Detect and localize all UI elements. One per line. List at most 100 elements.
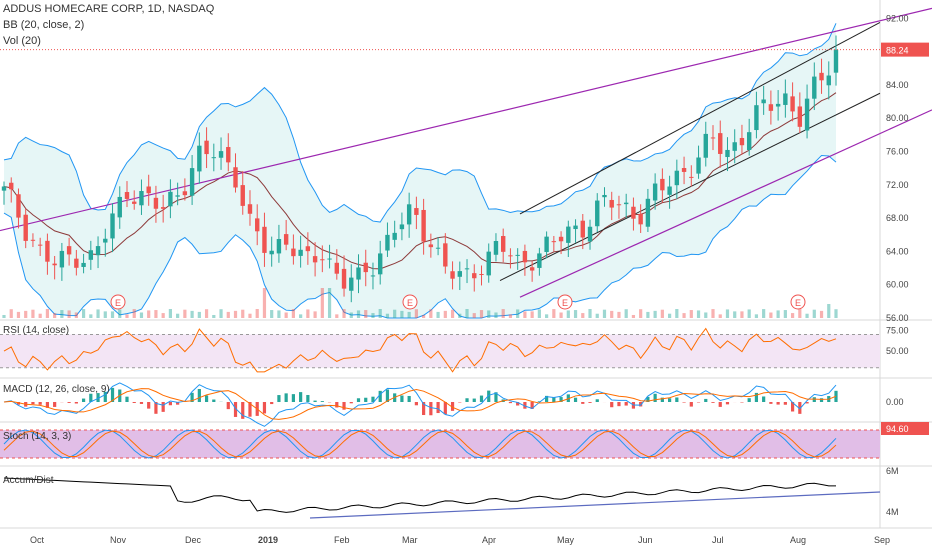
volume-bar — [39, 314, 42, 318]
candle-body — [392, 233, 396, 240]
macd-histogram-bar — [769, 402, 772, 404]
volume-bar — [769, 312, 772, 318]
rsi-tick-label: 75.00 — [886, 325, 909, 335]
volume-bar — [24, 311, 27, 318]
price-tick-label: 60.00 — [886, 280, 909, 290]
candle-body — [2, 186, 6, 190]
time-axis-label: Dec — [185, 535, 202, 545]
candle-body — [327, 259, 331, 260]
candle-body — [487, 252, 491, 276]
macd-histogram-bar — [610, 402, 613, 407]
macd-histogram-bar — [719, 402, 722, 407]
last-price-label: 88.24 — [886, 46, 909, 56]
rsi-legend[interactable]: RSI (14, close) — [3, 325, 69, 336]
candle-body — [769, 104, 773, 111]
macd-legend[interactable]: MACD (12, 26, close, 9) — [3, 384, 110, 395]
macd-histogram-bar — [581, 402, 584, 404]
volume-bar — [328, 288, 331, 318]
volume-bar — [502, 309, 505, 318]
volume-bar — [205, 309, 208, 318]
volume-legend[interactable]: Vol (20) — [3, 35, 41, 47]
volume-bar — [704, 312, 707, 318]
accum-dist-legend[interactable]: Accum/Dist — [3, 475, 54, 486]
candle-body — [45, 241, 49, 262]
time-axis-label: Jun — [638, 535, 653, 545]
volume-bar — [675, 309, 678, 318]
macd-histogram-bar — [473, 399, 476, 402]
price-tick-label: 72.00 — [886, 180, 909, 190]
rsi-band — [0, 334, 880, 367]
macd-histogram-bar — [429, 402, 432, 415]
volume-bar — [10, 309, 13, 318]
stoch-legend[interactable]: Stoch (14, 3, 3) — [3, 431, 71, 442]
candle-body — [559, 237, 563, 241]
rsi-tick-label: 50.00 — [886, 346, 909, 356]
volume-bar — [400, 311, 403, 318]
macd-histogram-bar — [285, 393, 288, 402]
volume-bar — [617, 312, 620, 318]
candle-body — [139, 191, 143, 205]
candle-body — [335, 263, 339, 274]
volume-bar — [162, 313, 165, 318]
macd-histogram-bar — [321, 401, 324, 402]
candle-body — [624, 203, 628, 204]
macd-histogram-bar — [299, 392, 302, 402]
candle-body — [183, 191, 187, 195]
price-tick-label: 92.00 — [886, 13, 909, 23]
volume-bar — [444, 311, 447, 318]
macd-histogram-bar — [617, 402, 620, 406]
volume-bar — [559, 312, 562, 318]
candle-body — [204, 141, 208, 154]
volume-bar — [169, 309, 172, 318]
candle-body — [24, 215, 28, 241]
macd-histogram-bar — [704, 399, 707, 402]
volume-bar — [813, 310, 816, 318]
volume-bar — [755, 314, 758, 318]
macd-histogram-bar — [400, 396, 403, 402]
volume-bar — [494, 312, 497, 318]
macd-histogram-bar — [574, 398, 577, 402]
candle-body — [9, 183, 13, 190]
price-tick-label: 56.00 — [886, 313, 909, 323]
candle-body — [407, 204, 411, 224]
candle-body — [364, 263, 368, 272]
candle-body — [356, 267, 360, 279]
candle-body — [776, 104, 780, 107]
macd-histogram-bar — [263, 402, 266, 413]
bollinger-fill — [4, 23, 836, 318]
candle-body — [515, 255, 519, 256]
candle-body — [761, 99, 765, 103]
candle-body — [349, 278, 353, 291]
candle-body — [255, 218, 259, 231]
volume-bar — [335, 314, 338, 318]
volume-bar — [748, 309, 751, 318]
volume-bar — [784, 310, 787, 318]
candle-body — [269, 251, 273, 255]
candle-body — [443, 243, 447, 266]
macd-histogram-bar — [408, 396, 411, 402]
macd-histogram-bar — [125, 397, 128, 402]
candle-body — [313, 256, 317, 262]
volume-bar — [711, 309, 714, 318]
macd-histogram-bar — [364, 398, 367, 402]
candle-body — [154, 198, 158, 209]
volume-bar — [82, 309, 85, 318]
macd-histogram-bar — [726, 402, 729, 404]
bb-legend[interactable]: BB (20, close, 2) — [3, 19, 84, 31]
volume-bar — [133, 309, 136, 318]
volume-bar — [458, 314, 461, 318]
candle-body — [118, 197, 122, 217]
candle-body — [798, 106, 802, 126]
earnings-marker-label: E — [795, 298, 801, 308]
candle-body — [212, 157, 216, 158]
macd-histogram-bar — [82, 399, 85, 402]
volume-bar — [451, 310, 454, 318]
volume-bar — [791, 313, 794, 318]
candle-body — [660, 179, 664, 190]
macd-histogram-bar — [379, 391, 382, 402]
volume-bar — [371, 313, 374, 318]
volume-bar — [234, 311, 237, 318]
candle-body — [552, 241, 556, 242]
